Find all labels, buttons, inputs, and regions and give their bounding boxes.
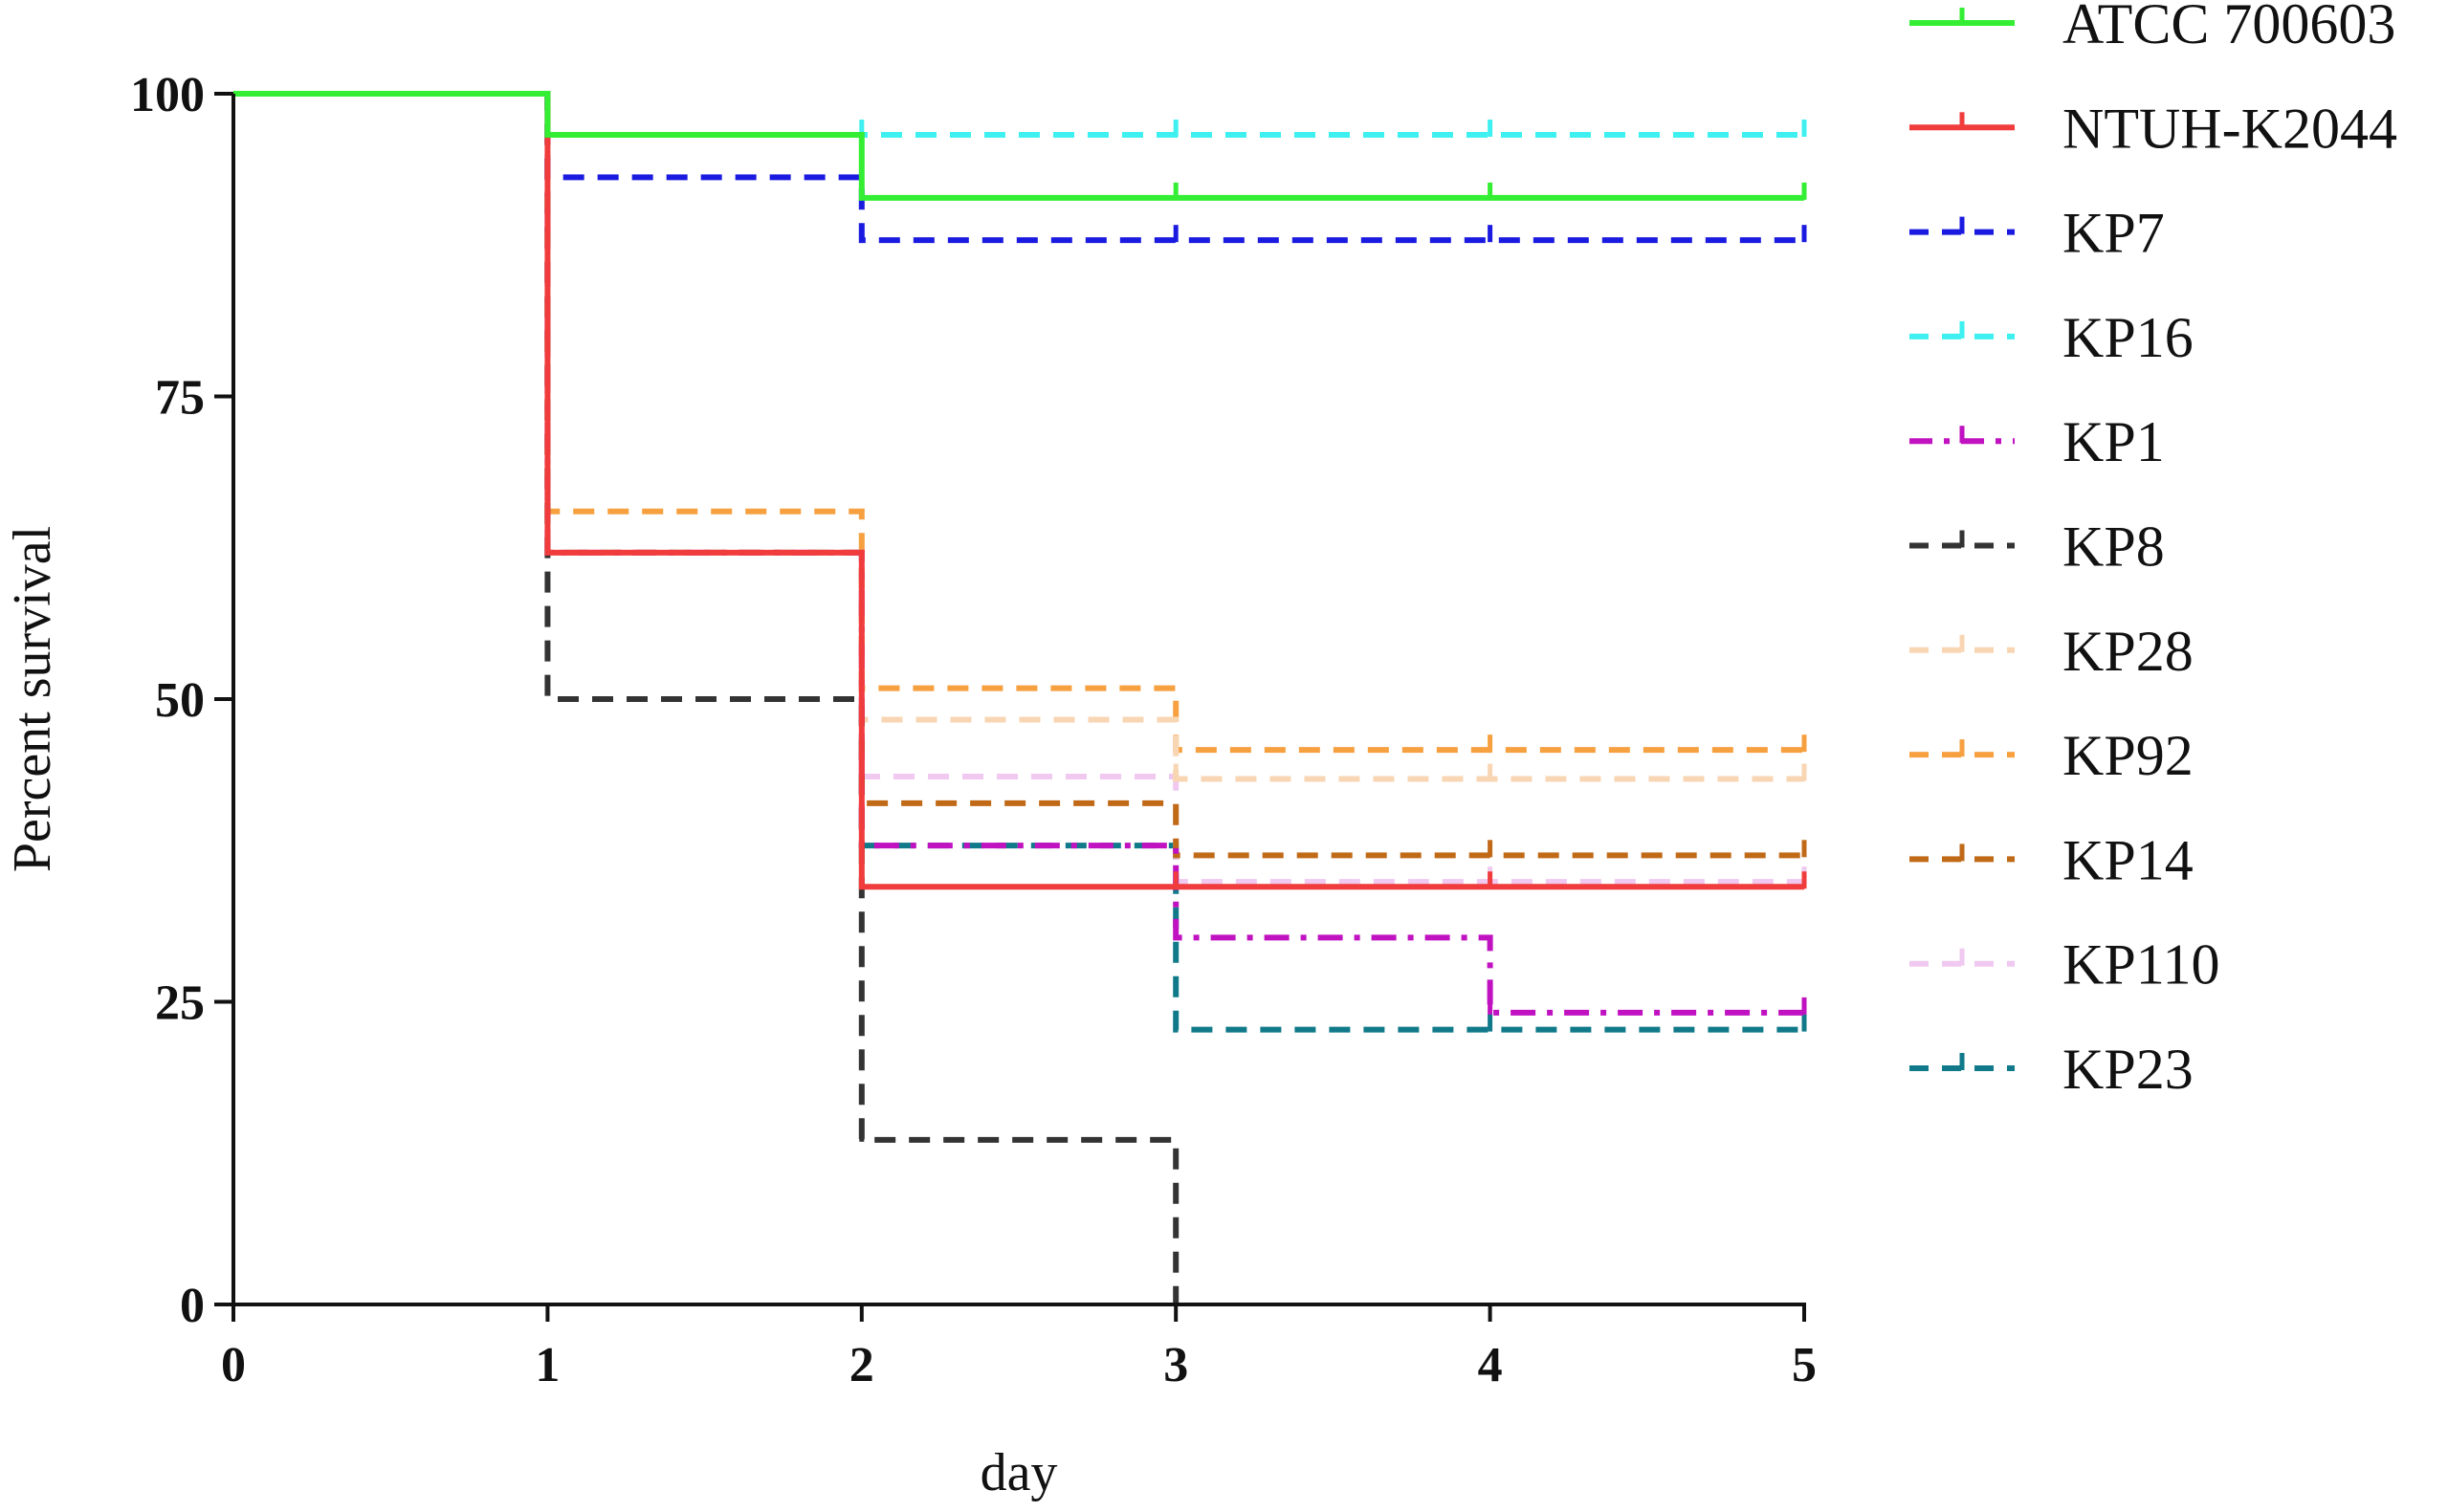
x-tick-label: 0: [221, 1338, 246, 1392]
legend-label-kp28: KP28: [2062, 620, 2194, 683]
series-line-kp16: [233, 91, 1804, 139]
legend-label-kp110: KP110: [2062, 933, 2219, 997]
legend-label-kp14: KP14: [2062, 828, 2194, 891]
y-tick-label: 50: [155, 673, 205, 728]
y-tick-label: 0: [180, 1279, 205, 1333]
legend-label-kp23: KP23: [2062, 1038, 2194, 1101]
y-ticks: 0 25 50 75 100: [130, 68, 233, 1333]
x-tick-label: 4: [1478, 1338, 1503, 1392]
series-line-kp14: [233, 91, 1804, 859]
y-axis-title: Percent survival: [3, 526, 62, 872]
y-tick-label: 75: [155, 371, 205, 426]
legend-label-kp7: KP7: [2062, 202, 2165, 265]
series-line-kp1: [233, 91, 1804, 1016]
legend-label-kp16: KP16: [2062, 306, 2194, 369]
x-tick-label: 1: [535, 1338, 560, 1392]
series-line-kp110: [233, 91, 1804, 886]
legend-label-kp8: KP8: [2062, 515, 2165, 579]
y-tick-label: 25: [155, 976, 205, 1031]
x-axis-title: day: [981, 1443, 1058, 1502]
axes-layer: 0 1 2 3 4 5 0 25 50 75 100: [130, 68, 1817, 1392]
legend-label-atcc-700603: ATCC 700603: [2062, 0, 2395, 55]
series-line-atcc-700603: [233, 91, 1804, 201]
series-line-kp8: [233, 91, 1180, 1304]
series-line-kp92: [233, 91, 1804, 754]
series-line-kp7: [233, 91, 1804, 244]
legend-label-ntuh-k2044: NTUH-K2044: [2062, 97, 2397, 160]
legend-label-kp1: KP1: [2062, 410, 2165, 473]
x-tick-label: 2: [849, 1338, 874, 1392]
y-tick-label: 100: [130, 68, 205, 122]
series-layer: [233, 91, 1807, 1304]
legend-label-kp92: KP92: [2062, 724, 2194, 787]
x-tick-label: 3: [1163, 1338, 1188, 1392]
x-ticks: 0 1 2 3 4 5: [221, 1304, 1817, 1392]
x-tick-label: 5: [1792, 1338, 1817, 1392]
legend: ATCC 700603 NTUH-K2044 KP7 KP16 KP1 KP8 KP28 KP…: [1909, 0, 2397, 1101]
series-line-ntuh-k2044: [233, 91, 1804, 890]
